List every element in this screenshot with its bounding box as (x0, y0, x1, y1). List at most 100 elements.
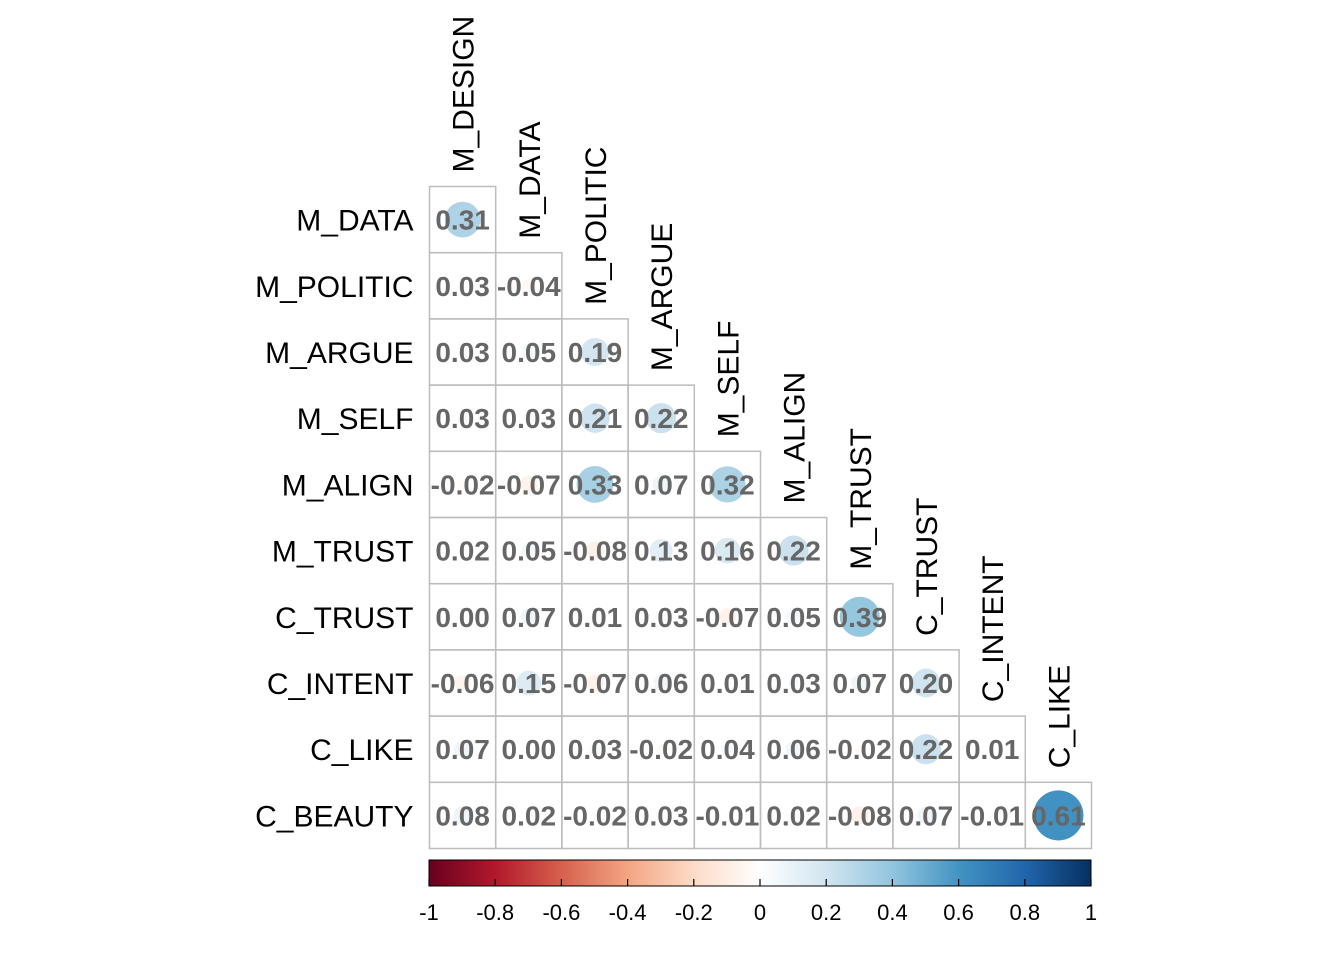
correlation-circle (655, 809, 667, 821)
row-label: M_ARGUE (265, 337, 413, 370)
column-label: M_POLITIC (580, 147, 613, 305)
correlation-circle (778, 535, 809, 566)
correlation-value-label: 0.20 (899, 668, 954, 699)
correlation-value-label: 0.01 (568, 602, 623, 633)
correlation-value-label: 0.04 (700, 734, 755, 765)
colorbar-tick-label: 0.6 (943, 900, 974, 925)
correlation-circle (521, 543, 536, 558)
correlation-circle (714, 537, 741, 564)
grid-lines (428, 185, 1093, 850)
correlation-value-label: 0.03 (568, 734, 623, 765)
correlation-value-label: -0.07 (497, 469, 561, 500)
correlation-circle (718, 608, 736, 626)
correlation-value-label: -0.01 (695, 800, 759, 831)
correlation-value-label: 0.07 (502, 602, 557, 633)
correlation-circle (520, 475, 538, 493)
correlation-circle (458, 546, 468, 556)
correlation-value-label: 0.02 (766, 800, 821, 831)
correlation-circle (444, 201, 481, 238)
column-labels: M_DESIGN M_DATA M_POLITIC M_ARGUE M_SELF M_AL… (448, 16, 1077, 769)
correlation-value-label: 0.03 (634, 800, 689, 831)
row-label: M_DATA (296, 205, 413, 238)
column-label: M_DESIGN (448, 16, 481, 173)
correlation-value-label: 0.03 (502, 403, 557, 434)
correlation-circle (589, 743, 601, 755)
correlation-value-label: 0.31 (435, 205, 490, 236)
row-label: C_LIKE (310, 734, 413, 767)
correlation-circle (839, 596, 880, 637)
correlation-value-label: 0.33 (568, 469, 623, 500)
correlation-value-label: 0.05 (766, 602, 821, 633)
correlation-circle (591, 613, 599, 621)
correlation-circle (576, 465, 614, 503)
column-label: M_DATA (514, 121, 547, 238)
colorbar-tick-label: -0.4 (609, 900, 647, 925)
column-label: M_SELF (712, 321, 745, 438)
row-label: C_INTENT (267, 668, 414, 701)
colorbar-tick-label: -1 (419, 900, 439, 925)
correlation-value-label: 0.07 (634, 469, 689, 500)
correlation-value-label: 0.39 (833, 602, 888, 633)
correlation-circle (917, 806, 935, 824)
correlation-value-label: -0.07 (563, 668, 627, 699)
correlation-circle (988, 812, 996, 819)
correlation-value-label: -0.06 (431, 668, 495, 699)
column-label: M_ALIGN (779, 372, 812, 504)
correlation-circle (720, 742, 734, 756)
correlation-circle (457, 346, 469, 358)
row-labels: M_DATA M_POLITIC M_ARGUE M_SELF M_ALIGN M_TRU… (255, 205, 413, 834)
colorbar-tick-label: 1 (1085, 900, 1097, 925)
column-label: C_INTENT (977, 555, 1010, 702)
correlation-circle (453, 806, 472, 825)
correlation-value-label: 0.06 (766, 734, 821, 765)
correlation-circles (444, 201, 1084, 841)
correlation-value-label: 0.03 (435, 271, 490, 302)
correlation-value-label: 0.07 (899, 800, 954, 831)
correlation-circle (724, 812, 731, 819)
correlation-circle (709, 466, 746, 503)
colorbar-tick-label: -0.8 (476, 900, 514, 925)
correlation-values: 0.310.03 -0.040.03 0.05 0.190.03 0.03 0.21 0.2… (431, 205, 1086, 832)
correlation-value-label: -0.04 (497, 271, 561, 302)
correlation-circle (522, 279, 536, 293)
correlation-value-label: 0.07 (833, 668, 888, 699)
correlation-value-label: 0.03 (766, 668, 821, 699)
correlation-value-label: 0.03 (634, 602, 689, 633)
correlation-circle (520, 608, 538, 626)
correlation-value-label: -0.08 (563, 536, 627, 567)
correlation-value-label: 0.32 (700, 469, 755, 500)
column-label: M_TRUST (845, 428, 878, 570)
correlation-value-label: 0.05 (502, 337, 557, 368)
correlation-value-label: 0.22 (766, 536, 821, 567)
row-label: M_SELF (297, 403, 414, 436)
correlation-value-label: -0.02 (431, 469, 495, 500)
colorbar-tick-label: 0.4 (877, 900, 908, 925)
correlation-value-label: -0.08 (828, 800, 892, 831)
correlation-value-label: 0.13 (634, 536, 689, 567)
column-label: C_LIKE (1043, 665, 1076, 768)
correlation-circle (988, 745, 996, 753)
color-legend: -1 -0.8 -0.6 -0.4 -0.2 0 0.2 0.4 0.6 0.8 1 (419, 859, 1097, 925)
correlation-value-label: 0.00 (502, 734, 557, 765)
correlation-circle (1033, 790, 1084, 841)
correlation-circle (788, 677, 800, 689)
correlation-value-label: 0.61 (1031, 800, 1086, 831)
correlation-value-label: 0.00 (435, 602, 490, 633)
correlation-circle (523, 412, 535, 424)
correlation-value-label: 0.03 (435, 337, 490, 368)
correlation-circle (855, 744, 865, 754)
correlation-circle (724, 679, 731, 687)
correlation-value-label: 0.21 (568, 403, 623, 434)
correlation-value-label: 0.07 (435, 734, 490, 765)
correlation-circle (652, 475, 670, 493)
correlation-circle (521, 344, 536, 360)
correlation-circle (911, 668, 941, 698)
correlation-value-label: 0.15 (502, 668, 557, 699)
row-label: M_ALIGN (282, 469, 414, 502)
correlation-value-label: 0.22 (634, 403, 689, 434)
correlation-circle (516, 670, 542, 696)
correlation-circle (457, 412, 469, 424)
correlation-value-label: 0.16 (700, 536, 755, 567)
correlation-value-label: 0.01 (700, 668, 755, 699)
